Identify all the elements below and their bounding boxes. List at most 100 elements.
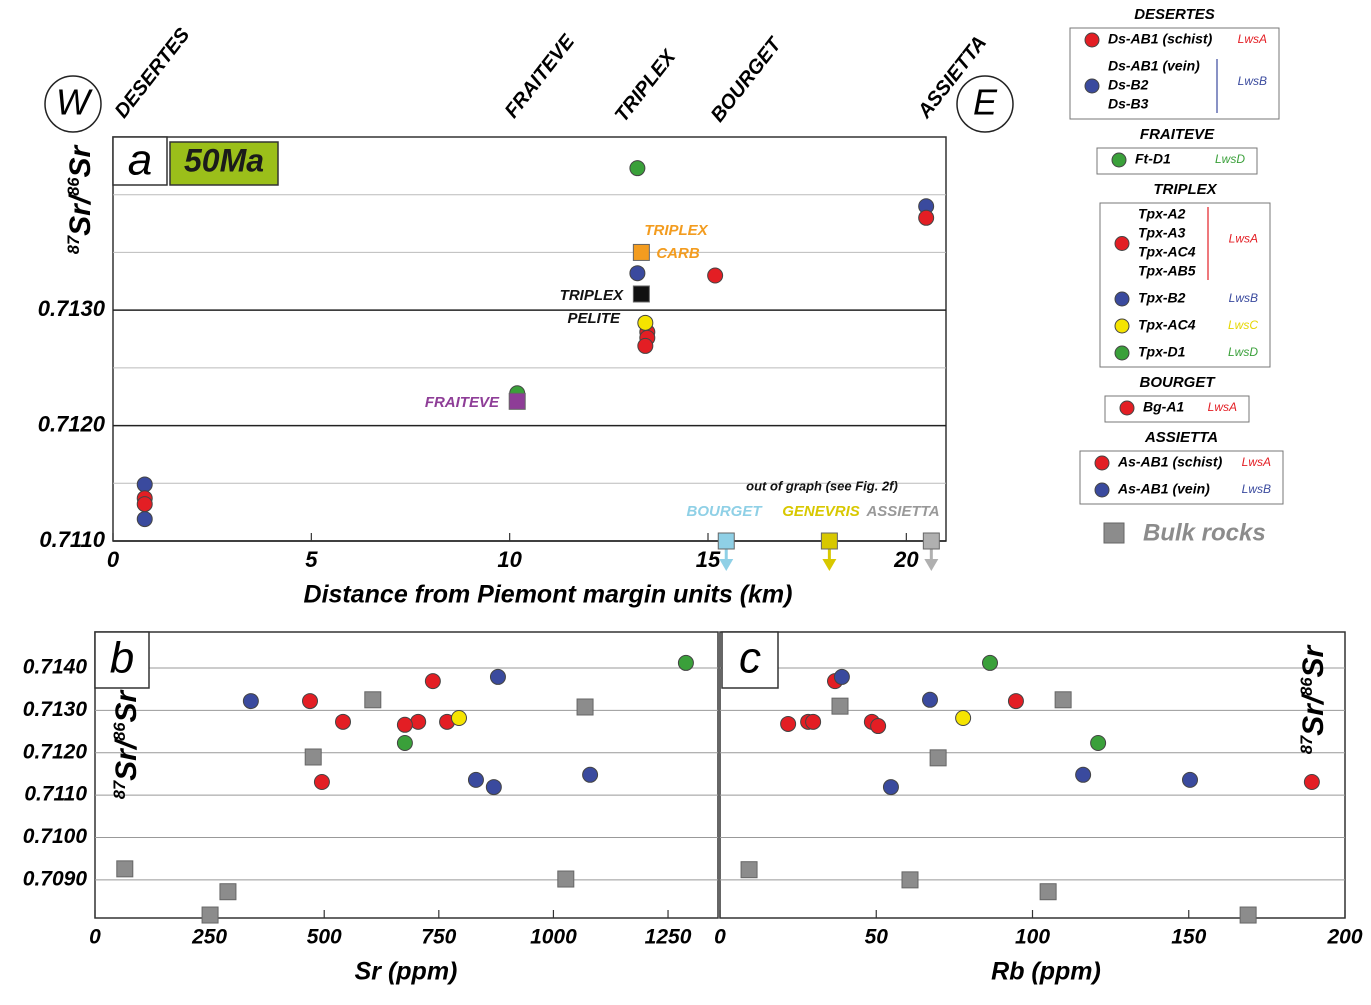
data-point — [136, 511, 153, 528]
annotation: PELITE — [567, 310, 621, 327]
data-point — [485, 779, 502, 796]
plot-frame — [94, 631, 719, 919]
annotation: TRIPLEX — [560, 287, 624, 304]
data-point — [918, 209, 935, 226]
location-label: TRIPLEX — [611, 45, 681, 126]
legend-tag: LwsA — [1238, 32, 1267, 46]
x-tick-label: 200 — [1326, 926, 1362, 949]
age-label-box — [169, 141, 279, 186]
legend-label: Tpx-B2 — [1138, 290, 1186, 306]
data-point — [335, 713, 352, 730]
location-label: DESERTES — [111, 24, 195, 123]
y-tick-label: 0.7120 — [23, 740, 88, 763]
data-point — [805, 713, 822, 730]
x-tick-label: 50 — [865, 926, 889, 949]
y-axis-label-part: Sr — [110, 688, 143, 722]
data-point — [982, 654, 998, 671]
panel-label-box — [112, 136, 168, 186]
data-point — [922, 532, 940, 550]
data-point — [302, 693, 319, 710]
data-point — [136, 476, 153, 493]
y-axis-label-part: Sr/ — [1297, 693, 1330, 736]
y-axis-label-part: Sr/ — [64, 193, 97, 236]
legend-label: Tpx-D1 — [1138, 344, 1186, 360]
data-point — [396, 716, 413, 733]
legend-label: Ds-B2 — [1108, 77, 1149, 93]
location-label: FRAITEVE — [501, 30, 580, 122]
y-axis-label: 87Sr/86Sr — [64, 143, 97, 254]
x-tick-label: 100 — [1015, 926, 1050, 949]
data-point — [677, 654, 694, 671]
legend-tag: LwsB — [1242, 482, 1271, 496]
data-point — [136, 496, 153, 513]
data-point — [396, 735, 413, 752]
legend-label: Ft-D1 — [1135, 151, 1171, 167]
legend-tag: LwsB — [1238, 74, 1267, 88]
y-axis-label-part: Sr/ — [110, 738, 143, 781]
legend-label: Tpx-A3 — [1138, 225, 1186, 241]
data-point — [1239, 906, 1257, 924]
legend-label: Tpx-AB5 — [1138, 263, 1196, 279]
legend-label: Ds-AB1 (schist) — [1108, 31, 1213, 47]
y-tick-label: 0.7130 — [38, 296, 106, 321]
data-point — [410, 713, 427, 730]
legend-label: Ds-AB1 (vein) — [1108, 58, 1200, 74]
data-point — [637, 314, 654, 331]
data-point — [467, 771, 484, 788]
x-tick-label: 750 — [421, 926, 456, 949]
legend-label: Tpx-A2 — [1138, 206, 1186, 222]
data-point — [242, 693, 259, 710]
data-point — [364, 691, 382, 709]
legend-box — [1079, 450, 1284, 505]
legend-label: Ds-B3 — [1108, 96, 1149, 112]
data-point — [557, 870, 575, 888]
x-tick-label: 5 — [305, 547, 318, 572]
data-point — [508, 392, 526, 410]
y-axis-label-part: 87 — [111, 780, 129, 799]
x-tick-label: 15 — [696, 547, 721, 572]
legend-group-title: BOURGET — [1140, 374, 1217, 391]
legend-marker — [1119, 400, 1135, 416]
east-marker — [956, 75, 1014, 133]
legend-marker — [1103, 522, 1125, 544]
legend-group-title: TRIPLEX — [1153, 181, 1217, 198]
data-point — [450, 710, 467, 727]
out-of-graph-arrowhead — [822, 559, 837, 571]
legend-marker — [1094, 455, 1110, 471]
panel-label-box — [94, 631, 150, 689]
data-point — [219, 883, 237, 901]
y-tick-label: 0.7140 — [23, 656, 88, 679]
panel-label: c — [739, 634, 761, 683]
y-axis-label: 87Sr/86Sr — [1297, 643, 1330, 754]
legend-group-title: DESERTES — [1134, 6, 1215, 23]
annotation: ASSIETTA — [865, 503, 939, 520]
legend-label: As-AB1 (vein) — [1117, 481, 1210, 497]
data-point — [820, 532, 838, 550]
x-tick-label: 500 — [307, 926, 342, 949]
data-point — [489, 668, 506, 685]
legend-box — [1099, 202, 1271, 368]
legend-marker — [1084, 32, 1100, 48]
data-point — [632, 285, 650, 303]
legend-marker — [1094, 482, 1110, 498]
panel-label: b — [110, 634, 134, 683]
data-point — [201, 906, 219, 924]
legend-label: As-AB1 (schist) — [1117, 454, 1223, 470]
y-tick-label: 0.7120 — [38, 411, 106, 436]
out-of-graph-arrowhead — [924, 559, 939, 571]
data-point — [576, 698, 594, 716]
legend-tag: LwsA — [1229, 232, 1258, 246]
data-point — [1182, 771, 1198, 788]
age-label: 50Ma — [184, 142, 264, 178]
data-point — [304, 748, 322, 766]
data-point — [1007, 693, 1024, 710]
annotation: FRAITEVE — [425, 394, 500, 411]
x-tick-label: 250 — [191, 926, 227, 949]
plot-frame — [719, 631, 1346, 919]
data-point — [833, 668, 850, 685]
data-point — [629, 265, 646, 282]
y-axis-label-part: 86 — [1298, 677, 1316, 696]
y-tick-label: 0.7100 — [23, 825, 88, 848]
y-axis-label-part: Sr — [1297, 643, 1330, 677]
